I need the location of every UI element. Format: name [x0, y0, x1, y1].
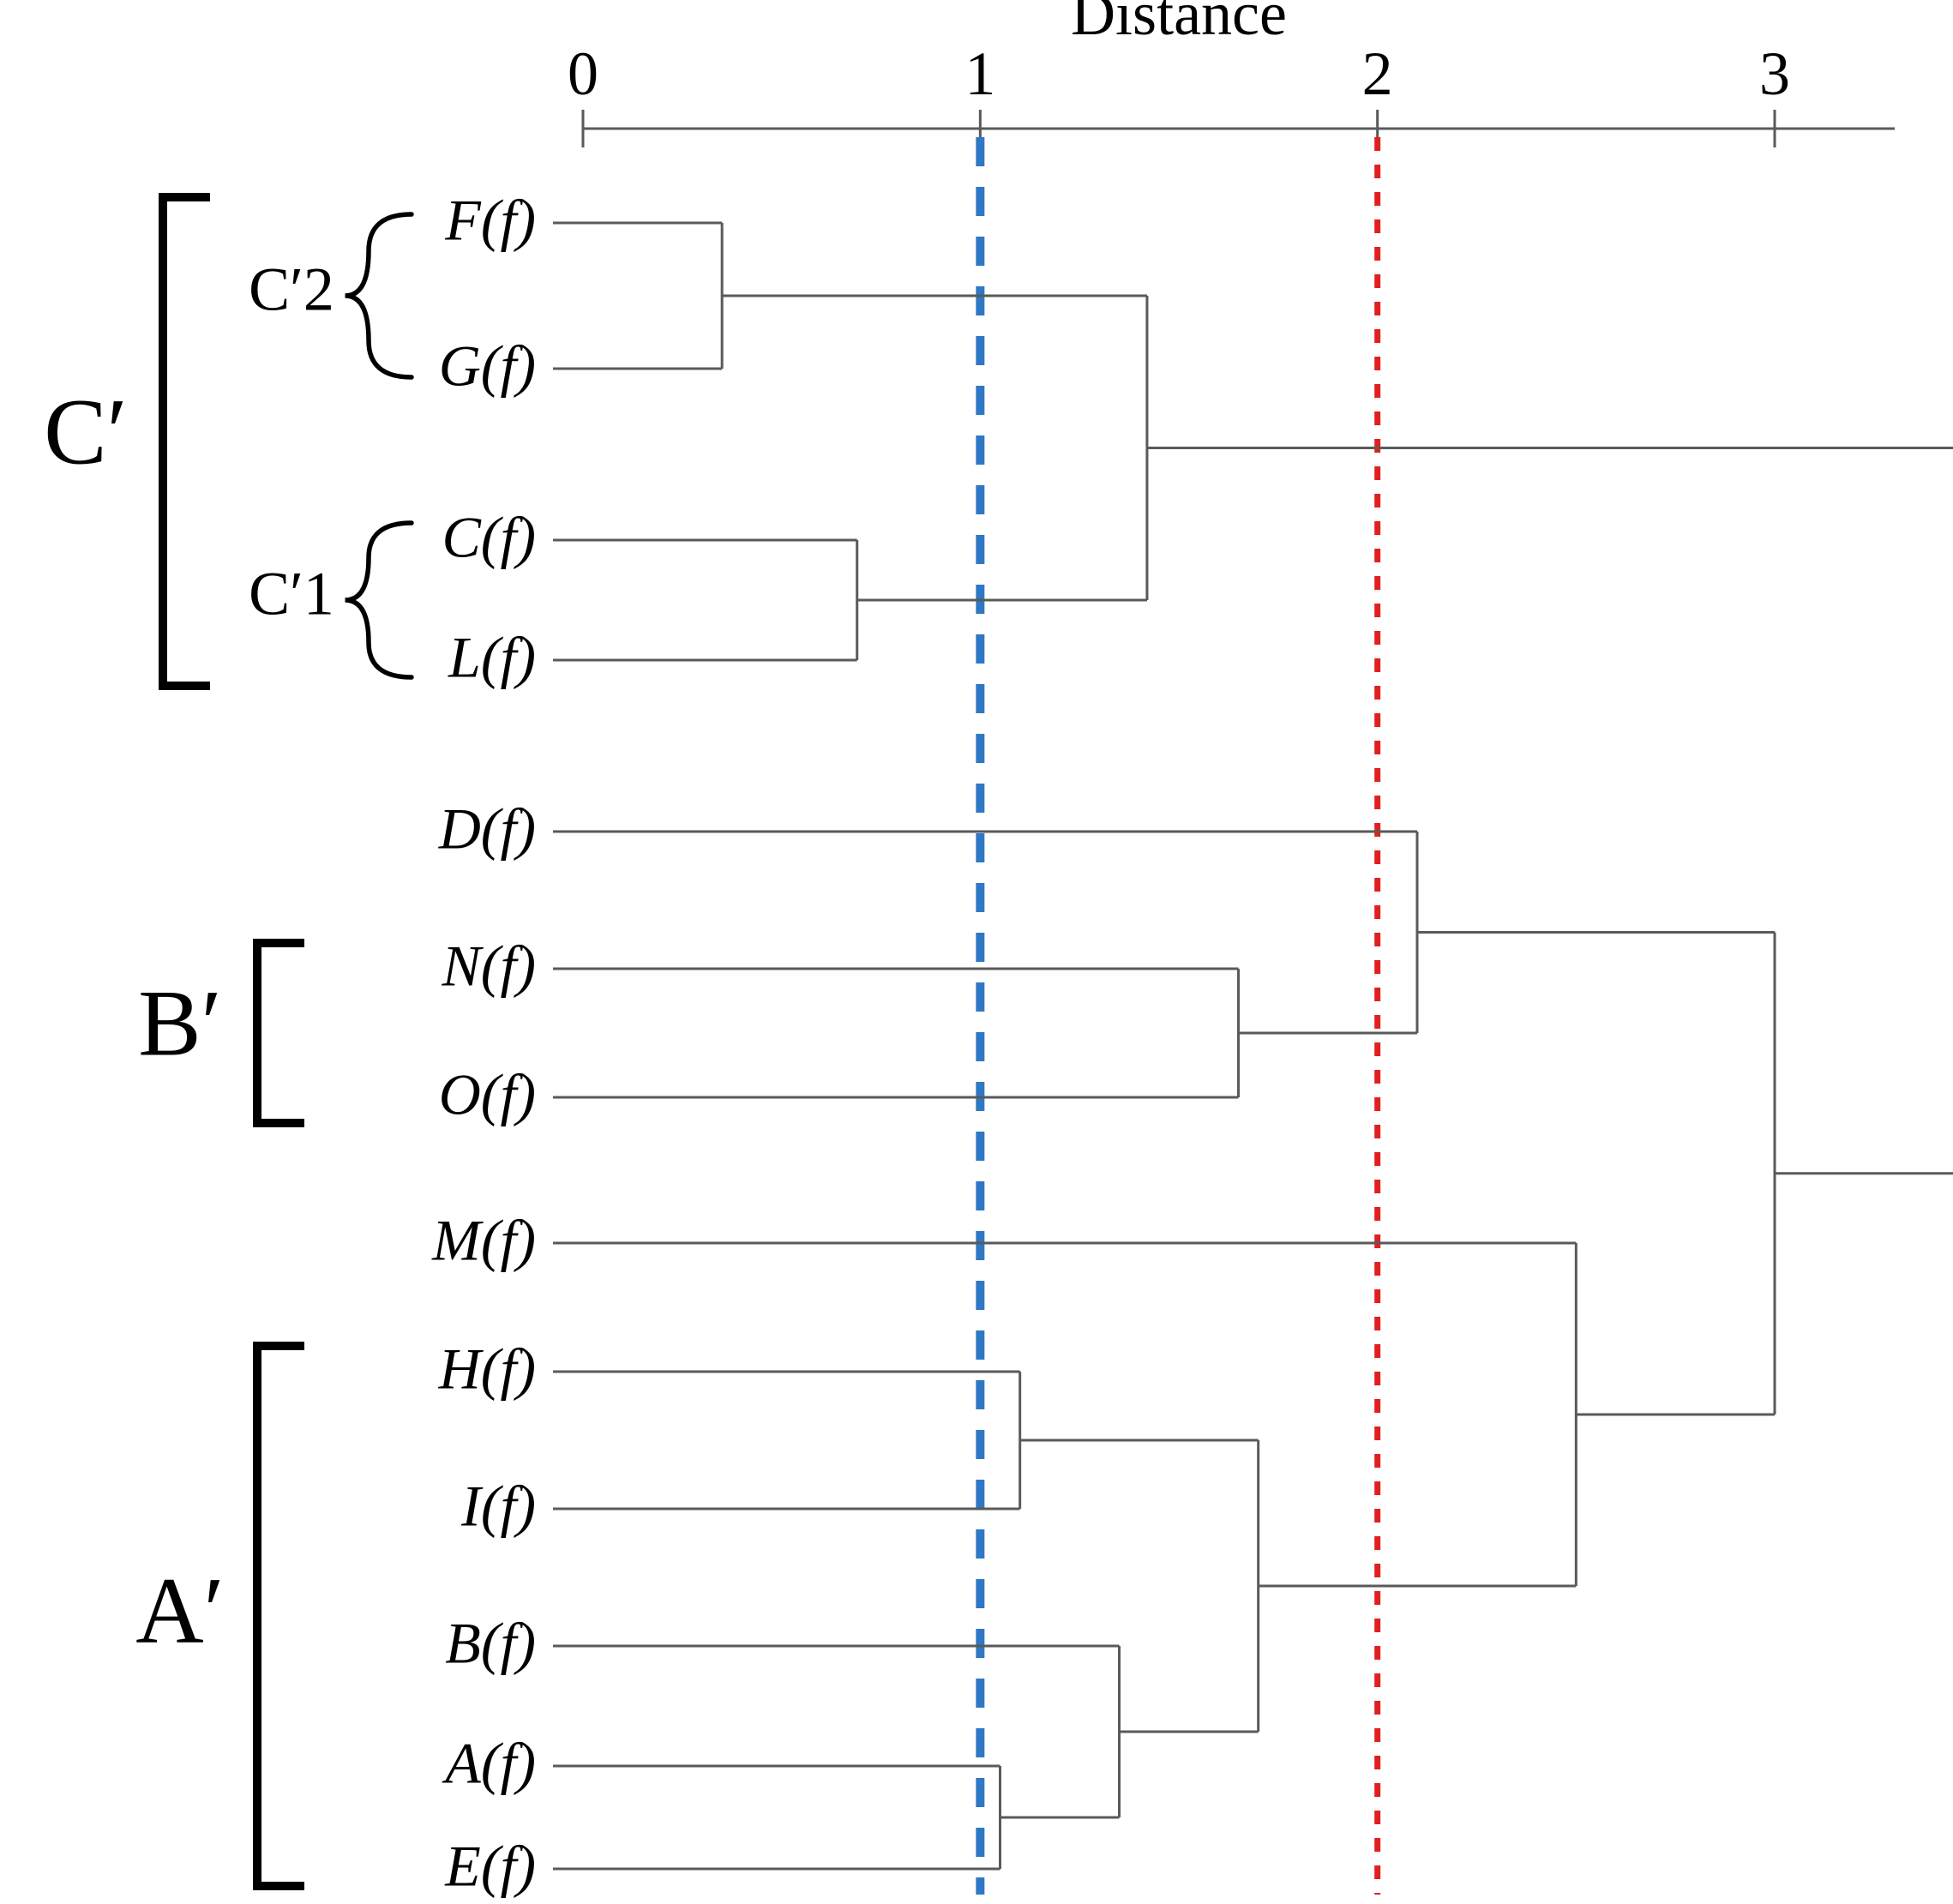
leaf-labels: F(f) G(f) C(f) L(f) D(f) N(f) O(f) M(f) H(f) I(f)…	[431, 188, 536, 1899]
axis-tick-label: 1	[964, 39, 995, 108]
axis-title: Distance	[1071, 0, 1287, 48]
axis-tick-label: 0	[568, 39, 598, 108]
leaf-label: E(f)	[444, 1834, 536, 1899]
cut-lines	[980, 137, 1377, 1895]
leaf-label: A(f)	[442, 1731, 536, 1796]
cluster-label: C′2	[249, 255, 334, 324]
cluster-label: A′	[135, 1558, 225, 1662]
leaf-label: B(f)	[445, 1611, 536, 1676]
cluster-annotations: C′ C′2 C′1 B′ A′	[44, 197, 412, 1886]
cluster-bracket	[346, 214, 412, 377]
cluster-label: C′1	[249, 560, 334, 628]
leaf-label: I(f)	[460, 1474, 536, 1539]
leaf-label: L(f)	[448, 625, 536, 690]
axis-tick-label: 2	[1362, 39, 1393, 108]
dendrogram-lines	[553, 223, 1953, 1869]
dendrogram-chart: 0 1 2 3 F(f) G(f) C(f) L(f) D(f) N(f) O(f) M(f) H(f…	[0, 0, 1953, 1904]
cluster-label: C′	[44, 379, 127, 484]
leaf-label: M(f)	[431, 1208, 536, 1273]
axis-tick-label: 3	[1759, 39, 1790, 108]
leaf-label: N(f)	[441, 934, 536, 999]
distance-axis: 0 1 2 3	[568, 39, 1895, 147]
cluster-bracket	[257, 1346, 304, 1886]
leaf-label: H(f)	[438, 1336, 536, 1402]
leaf-label: F(f)	[444, 188, 536, 253]
leaf-label: C(f)	[442, 505, 536, 570]
leaf-label: O(f)	[439, 1062, 536, 1127]
cluster-bracket	[163, 197, 210, 686]
cluster-bracket	[346, 523, 412, 677]
cluster-bracket	[257, 943, 304, 1123]
leaf-label: G(f)	[439, 333, 536, 399]
cluster-label: B′	[138, 970, 221, 1075]
leaf-label: D(f)	[438, 796, 536, 862]
